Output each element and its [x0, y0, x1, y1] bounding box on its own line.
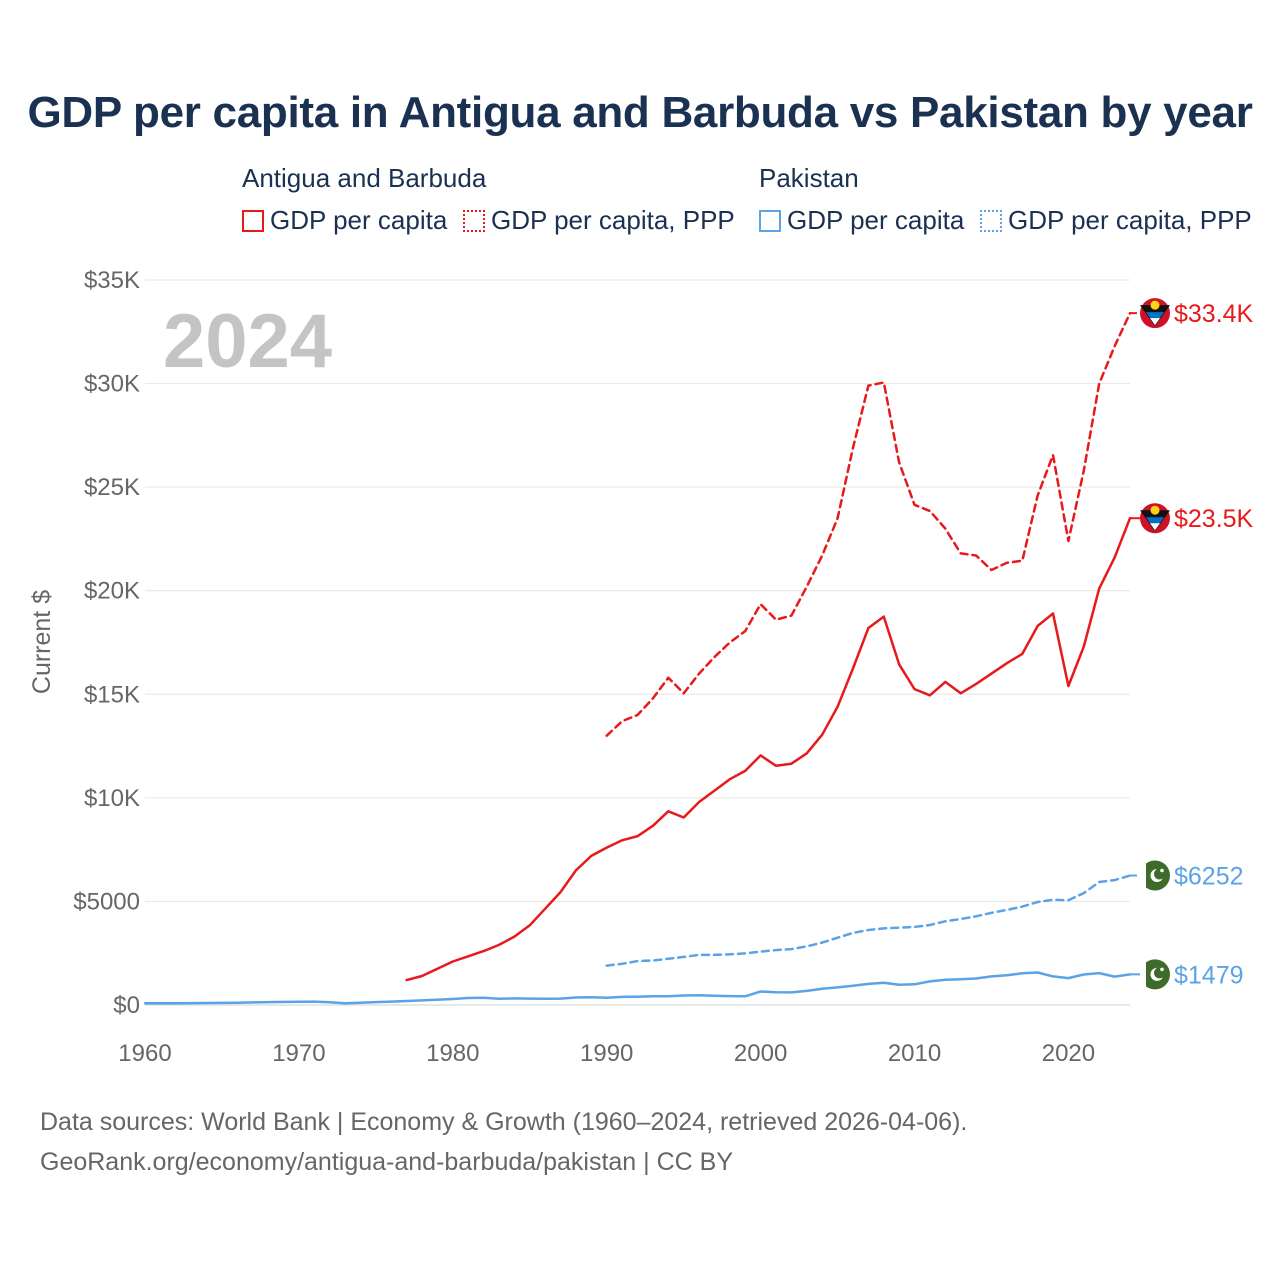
flag-white-band — [1140, 959, 1146, 990]
antigua-flag-icon — [1140, 298, 1170, 329]
end-value-label: $23.5K — [1174, 505, 1254, 533]
end-value-label: $1479 — [1174, 961, 1244, 989]
y-tick-label: $25K — [84, 474, 140, 501]
legend-label: GDP per capita — [270, 205, 448, 235]
flag-triangle-white — [1150, 318, 1160, 326]
legend-item-antigua-gdp[interactable]: GDP per capita — [242, 205, 447, 236]
legend-label: GDP per capita, PPP — [491, 205, 735, 235]
legend-country-pakistan: Pakistan — [759, 163, 859, 193]
flag-sun — [1150, 505, 1160, 515]
end-value-label: $6252 — [1174, 862, 1244, 890]
y-tick-label: $15K — [84, 681, 140, 708]
y-axis-title: Current $ — [28, 590, 56, 694]
legend-swatch-dotted-red — [463, 210, 485, 232]
source-url[interactable]: GeoRank.org/economy/antigua-and-barbuda/… — [40, 1148, 734, 1176]
y-tick-label: $0 — [113, 992, 140, 1019]
flag-triangle-white — [1150, 523, 1160, 531]
x-tick-label: 2010 — [888, 1040, 941, 1067]
source-note: Data sources: World Bank | Economy & Gro… — [40, 1108, 968, 1136]
end-value-label: $33.4K — [1174, 300, 1254, 328]
flag-white-band — [1140, 860, 1146, 891]
series-line-0 — [405, 516, 1132, 982]
y-tick-label: $35K — [84, 267, 140, 294]
series-line-3 — [605, 874, 1132, 967]
pakistan-flag-icon — [1140, 860, 1170, 891]
x-tick-label: 2000 — [734, 1040, 787, 1067]
x-tick-label: 1980 — [426, 1040, 479, 1067]
x-tick-label: 1960 — [118, 1040, 171, 1067]
legend-country-antigua: Antigua and Barbuda — [242, 163, 487, 193]
antigua-flag-icon — [1140, 503, 1170, 534]
y-tick-label: $30K — [84, 371, 140, 398]
flag-star — [1160, 868, 1164, 873]
legend-item-antigua-ppp[interactable]: GDP per capita, PPP — [463, 205, 735, 236]
x-tick-label: 1990 — [580, 1040, 633, 1067]
legend-label: GDP per capita — [787, 205, 965, 235]
legend-swatch-solid-blue — [759, 210, 781, 232]
series-line-1 — [605, 311, 1132, 737]
legend-label: GDP per capita, PPP — [1008, 205, 1252, 235]
legend-item-pakistan-gdp[interactable]: GDP per capita — [759, 205, 964, 236]
legend-swatch-dotted-blue — [980, 210, 1002, 232]
series-line-2 — [143, 971, 1132, 1005]
y-tick-label: $20K — [84, 578, 140, 605]
pakistan-flag-icon — [1140, 959, 1170, 990]
y-tick-label: $10K — [84, 785, 140, 812]
x-tick-label: 2020 — [1042, 1040, 1095, 1067]
legend-item-pakistan-ppp[interactable]: GDP per capita, PPP — [980, 205, 1252, 236]
chart-title: GDP per capita in Antigua and Barbuda vs… — [27, 88, 1253, 137]
flag-sun — [1150, 300, 1160, 310]
year-label: 2024 — [163, 299, 333, 384]
x-tick-label: 1970 — [272, 1040, 325, 1067]
legend-swatch-solid-red — [242, 210, 264, 232]
flag-star — [1160, 967, 1164, 972]
end-label-layer: $23.5K $33.4K $1479 $6252 — [1140, 298, 1254, 990]
y-tick-label: $5000 — [73, 888, 140, 915]
grid-layer — [145, 279, 1130, 1006]
series-layer — [143, 311, 1141, 1005]
axis-layer: $0 $5000 $10K $15K $20K $25K $30K $35K 1960 1970 1… — [28, 267, 1095, 1067]
